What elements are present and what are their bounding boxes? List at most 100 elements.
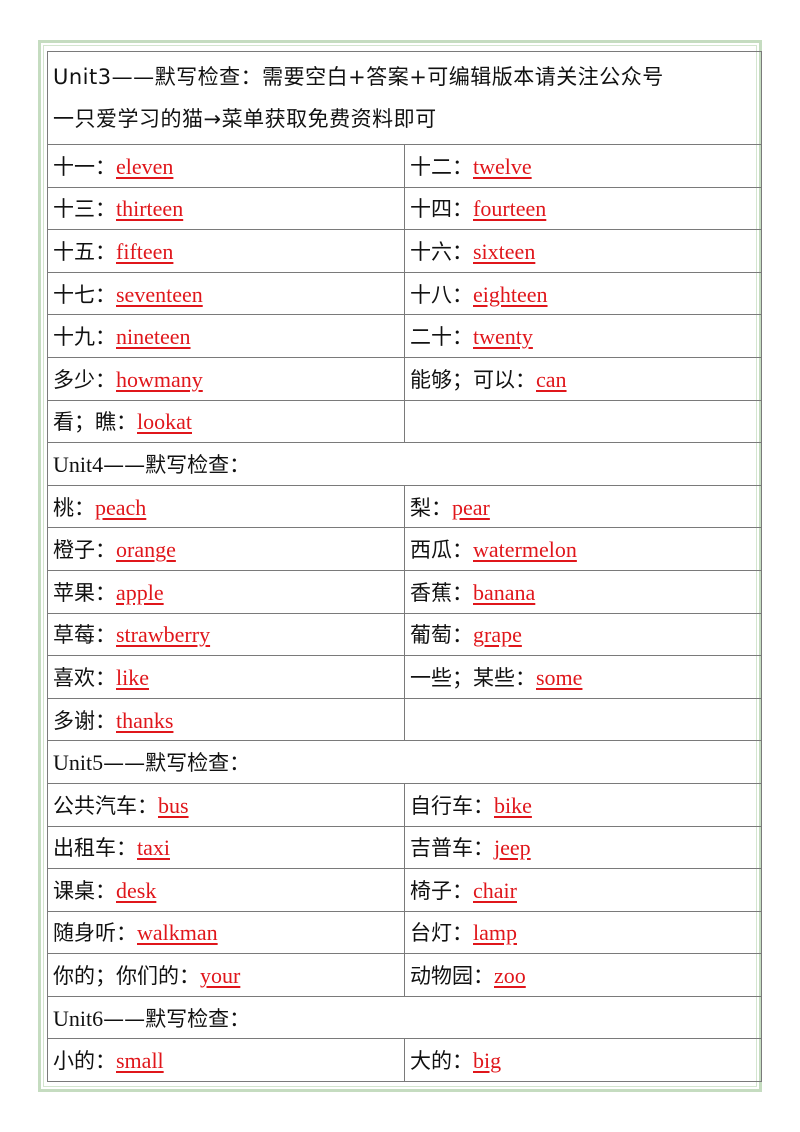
vocab-cell: 十五：fifteen bbox=[47, 229, 405, 273]
vocab-cell: 大的：big bbox=[404, 1038, 762, 1083]
english-answer: grape bbox=[473, 622, 522, 648]
chinese-prompt: 吉普车： bbox=[410, 836, 494, 861]
vocab-cell: 公共汽车：bus bbox=[47, 782, 405, 827]
table-row: 草莓：strawberry 葡萄：grape bbox=[47, 612, 762, 657]
vocab-cell: 西瓜：watermelon bbox=[404, 527, 762, 571]
unit-heading-name: Unit4 bbox=[53, 451, 104, 477]
title-row: Unit3——默写检查：需要空白+答案+可编辑版本请关注公众号 一只爱学习的猫→… bbox=[47, 51, 762, 145]
vocab-cell: 课桌：desk bbox=[47, 868, 405, 912]
english-answer: apple bbox=[116, 579, 164, 605]
vocab-cell: 一些；某些：some bbox=[404, 655, 762, 699]
table-row: 出租车：taxi 吉普车：jeep bbox=[47, 825, 762, 870]
vocab-cell: 十八：eighteen bbox=[404, 271, 762, 316]
chinese-prompt: 二十： bbox=[410, 325, 473, 350]
chinese-prompt: 多少： bbox=[53, 367, 116, 392]
title-line-2: 一只爱学习的猫→菜单获取免费资料即可 bbox=[53, 107, 437, 131]
chinese-prompt: 十九： bbox=[53, 325, 116, 350]
table-row: 喜欢：like 一些；某些：some bbox=[47, 655, 762, 699]
table-row: 十五：fifteen 十六：sixteen bbox=[47, 229, 762, 273]
english-answer: jeep bbox=[494, 835, 531, 861]
english-answer: howmany bbox=[116, 366, 203, 392]
unit-heading-row: Unit6——默写检查： bbox=[47, 995, 762, 1040]
unit-heading-row: Unit4——默写检查： bbox=[47, 442, 762, 486]
english-answer: orange bbox=[116, 537, 176, 563]
english-answer: your bbox=[200, 963, 241, 989]
english-answer: eleven bbox=[116, 153, 174, 179]
empty-cell bbox=[404, 697, 762, 742]
vocab-cell: 苹果：apple bbox=[47, 569, 405, 614]
vocab-cell: 十一：eleven bbox=[47, 144, 405, 188]
vocab-cell: 自行车：bike bbox=[404, 782, 762, 827]
vocab-cell: 十九：nineteen bbox=[47, 314, 405, 358]
title-line-1: Unit3——默写检查：需要空白+答案+可编辑版本请关注公众号 bbox=[53, 65, 664, 89]
unit-heading: Unit4——默写检查： bbox=[47, 442, 762, 486]
vocab-cell: 椅子：chair bbox=[404, 868, 762, 912]
empty-cell bbox=[404, 399, 762, 444]
vocab-cell: 多谢：thanks bbox=[47, 697, 405, 742]
table-row: 课桌：desk 椅子：chair bbox=[47, 868, 762, 912]
chinese-prompt: 梨： bbox=[410, 495, 452, 520]
chinese-prompt: 草莓： bbox=[53, 623, 116, 648]
chinese-prompt: 台灯： bbox=[410, 921, 473, 946]
chinese-prompt: 西瓜： bbox=[410, 538, 473, 563]
unit-heading-label: ——默写检查： bbox=[103, 452, 251, 477]
vocab-cell: 多少：howmany bbox=[47, 356, 405, 401]
english-answer: lamp bbox=[473, 920, 517, 946]
unit-heading-row: Unit5——默写检查： bbox=[47, 740, 762, 784]
english-answer: small bbox=[116, 1048, 164, 1074]
english-answer: fourteen bbox=[473, 196, 547, 222]
vocab-cell: 出租车：taxi bbox=[47, 825, 405, 870]
vocabulary-table: Unit3——默写检查：需要空白+答案+可编辑版本请关注公众号 一只爱学习的猫→… bbox=[47, 51, 762, 1083]
vocab-cell: 十七：seventeen bbox=[47, 271, 405, 316]
vocab-cell: 喜欢：like bbox=[47, 655, 405, 699]
vocab-cell: 香蕉：banana bbox=[404, 569, 762, 614]
chinese-prompt: 你的；你们的： bbox=[53, 964, 200, 989]
vocab-cell: 橙子：orange bbox=[47, 527, 405, 571]
vocab-cell: 十四：fourteen bbox=[404, 186, 762, 231]
chinese-prompt: 橙子： bbox=[53, 538, 116, 563]
english-answer: bus bbox=[158, 792, 189, 818]
english-answer: can bbox=[536, 366, 567, 392]
table-row: 十三：thirteen 十四：fourteen bbox=[47, 186, 762, 231]
chinese-prompt: 椅子： bbox=[410, 878, 473, 903]
vocab-cell: 十六：sixteen bbox=[404, 229, 762, 273]
chinese-prompt: 能够；可以： bbox=[410, 367, 536, 392]
chinese-prompt: 十七： bbox=[53, 282, 116, 307]
english-answer: twenty bbox=[473, 324, 533, 350]
vocab-cell: 葡萄：grape bbox=[404, 612, 762, 657]
english-answer: peach bbox=[95, 494, 147, 520]
table-row: 苹果：apple 香蕉：banana bbox=[47, 569, 762, 614]
english-answer: zoo bbox=[494, 963, 526, 989]
table-row: 小的：small 大的：big bbox=[47, 1038, 762, 1083]
english-answer: banana bbox=[473, 579, 536, 605]
english-answer: thanks bbox=[116, 707, 174, 733]
vocab-cell: 小的：small bbox=[47, 1038, 405, 1083]
english-answer: bike bbox=[494, 792, 532, 818]
chinese-prompt: 看；瞧： bbox=[53, 410, 137, 435]
vocab-cell: 梨：pear bbox=[404, 484, 762, 529]
vocab-cell: 台灯：lamp bbox=[404, 910, 762, 955]
chinese-prompt: 大的： bbox=[410, 1049, 473, 1074]
vocab-cell: 吉普车：jeep bbox=[404, 825, 762, 870]
english-answer: desk bbox=[116, 877, 157, 903]
english-answer: lookat bbox=[137, 409, 192, 435]
vocab-cell: 十二：twelve bbox=[404, 144, 762, 188]
vocab-cell: 桃：peach bbox=[47, 484, 405, 529]
chinese-prompt: 葡萄： bbox=[410, 623, 473, 648]
unit-heading: Unit6——默写检查： bbox=[47, 995, 762, 1040]
unit-heading-name: Unit5 bbox=[53, 750, 104, 776]
english-answer: eighteen bbox=[473, 281, 548, 307]
chinese-prompt: 课桌： bbox=[53, 878, 116, 903]
table-row: 公共汽车：bus 自行车：bike bbox=[47, 782, 762, 827]
table-row: 十九：nineteen 二十：twenty bbox=[47, 314, 762, 358]
unit-heading-label: ——默写检查： bbox=[103, 1006, 251, 1031]
vocab-cell: 你的；你们的：your bbox=[47, 953, 405, 997]
vocab-cell: 动物园：zoo bbox=[404, 953, 762, 997]
unit-heading-label: ——默写检查： bbox=[103, 751, 251, 776]
chinese-prompt: 十一： bbox=[53, 154, 116, 179]
chinese-prompt: 出租车： bbox=[53, 836, 137, 861]
chinese-prompt: 十五： bbox=[53, 239, 116, 264]
chinese-prompt: 苹果： bbox=[53, 580, 116, 605]
english-answer: like bbox=[116, 664, 149, 690]
table-row: 你的；你们的：your 动物园：zoo bbox=[47, 953, 762, 997]
